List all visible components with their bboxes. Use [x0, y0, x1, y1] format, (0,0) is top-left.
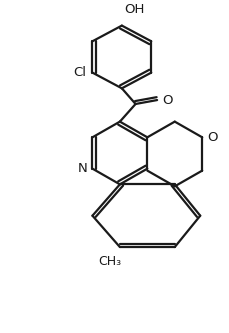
Text: OH: OH: [124, 3, 144, 16]
Text: N: N: [78, 162, 87, 175]
Text: O: O: [162, 94, 172, 107]
Text: O: O: [207, 131, 218, 144]
Text: Cl: Cl: [74, 66, 87, 79]
Text: CH₃: CH₃: [98, 255, 122, 268]
